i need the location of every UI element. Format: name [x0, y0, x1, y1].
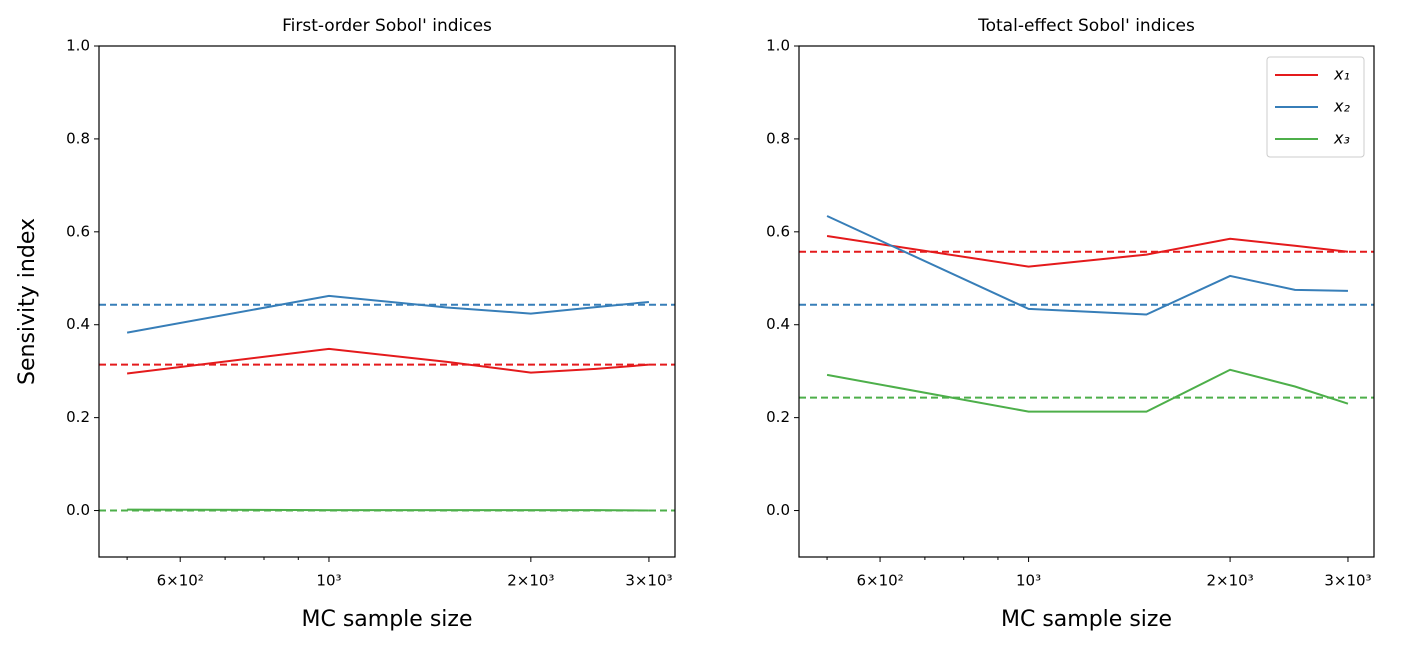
y-tick-label: 0.6: [66, 222, 90, 240]
axes-frame: [98, 45, 676, 558]
y-tick-label: 0.8: [66, 129, 90, 147]
series-line: [126, 347, 650, 375]
subplot-title: Total-effect Sobol' indices: [977, 16, 1195, 36]
x-tick-label: 10³: [316, 572, 341, 590]
subplot-title: First-order Sobol' indices: [282, 16, 492, 36]
x-tick-label: 3×10³: [625, 572, 672, 590]
x-tick-label: 2×10³: [1206, 572, 1253, 590]
x-tick-label: 10³: [1016, 572, 1041, 590]
series-line: [826, 215, 1348, 316]
y-tick-label: 0.4: [766, 315, 790, 333]
y-axis-label: Sensivity index: [15, 218, 40, 385]
x-tick-label: 3×10³: [1324, 572, 1371, 590]
y-tick-label: 0.0: [766, 501, 790, 519]
series-line: [826, 368, 1349, 413]
y-tick-label: 0.0: [66, 501, 90, 519]
legend-label: x₂: [1333, 97, 1350, 116]
y-tick-label: 0.6: [766, 222, 790, 240]
y-tick-label: 1.0: [766, 37, 790, 55]
x-tick-label: 6×10²: [157, 572, 204, 590]
y-tick-label: 0.4: [66, 315, 90, 333]
x-axis-label: MC sample size: [1001, 607, 1172, 632]
series-line: [826, 235, 1349, 268]
x-tick-label: 6×10²: [856, 572, 903, 590]
y-tick-label: 1.0: [66, 37, 90, 55]
series-line: [126, 294, 650, 334]
x-axis-label: MC sample size: [302, 607, 473, 632]
legend-label: x₁: [1333, 65, 1350, 84]
legend-label: x₃: [1333, 129, 1350, 148]
axes-frame: [798, 45, 1375, 558]
x-tick-label: 2×10³: [507, 572, 554, 590]
y-tick-label: 0.8: [766, 129, 790, 147]
y-tick-label: 0.2: [766, 408, 790, 426]
y-tick-label: 0.2: [66, 408, 90, 426]
